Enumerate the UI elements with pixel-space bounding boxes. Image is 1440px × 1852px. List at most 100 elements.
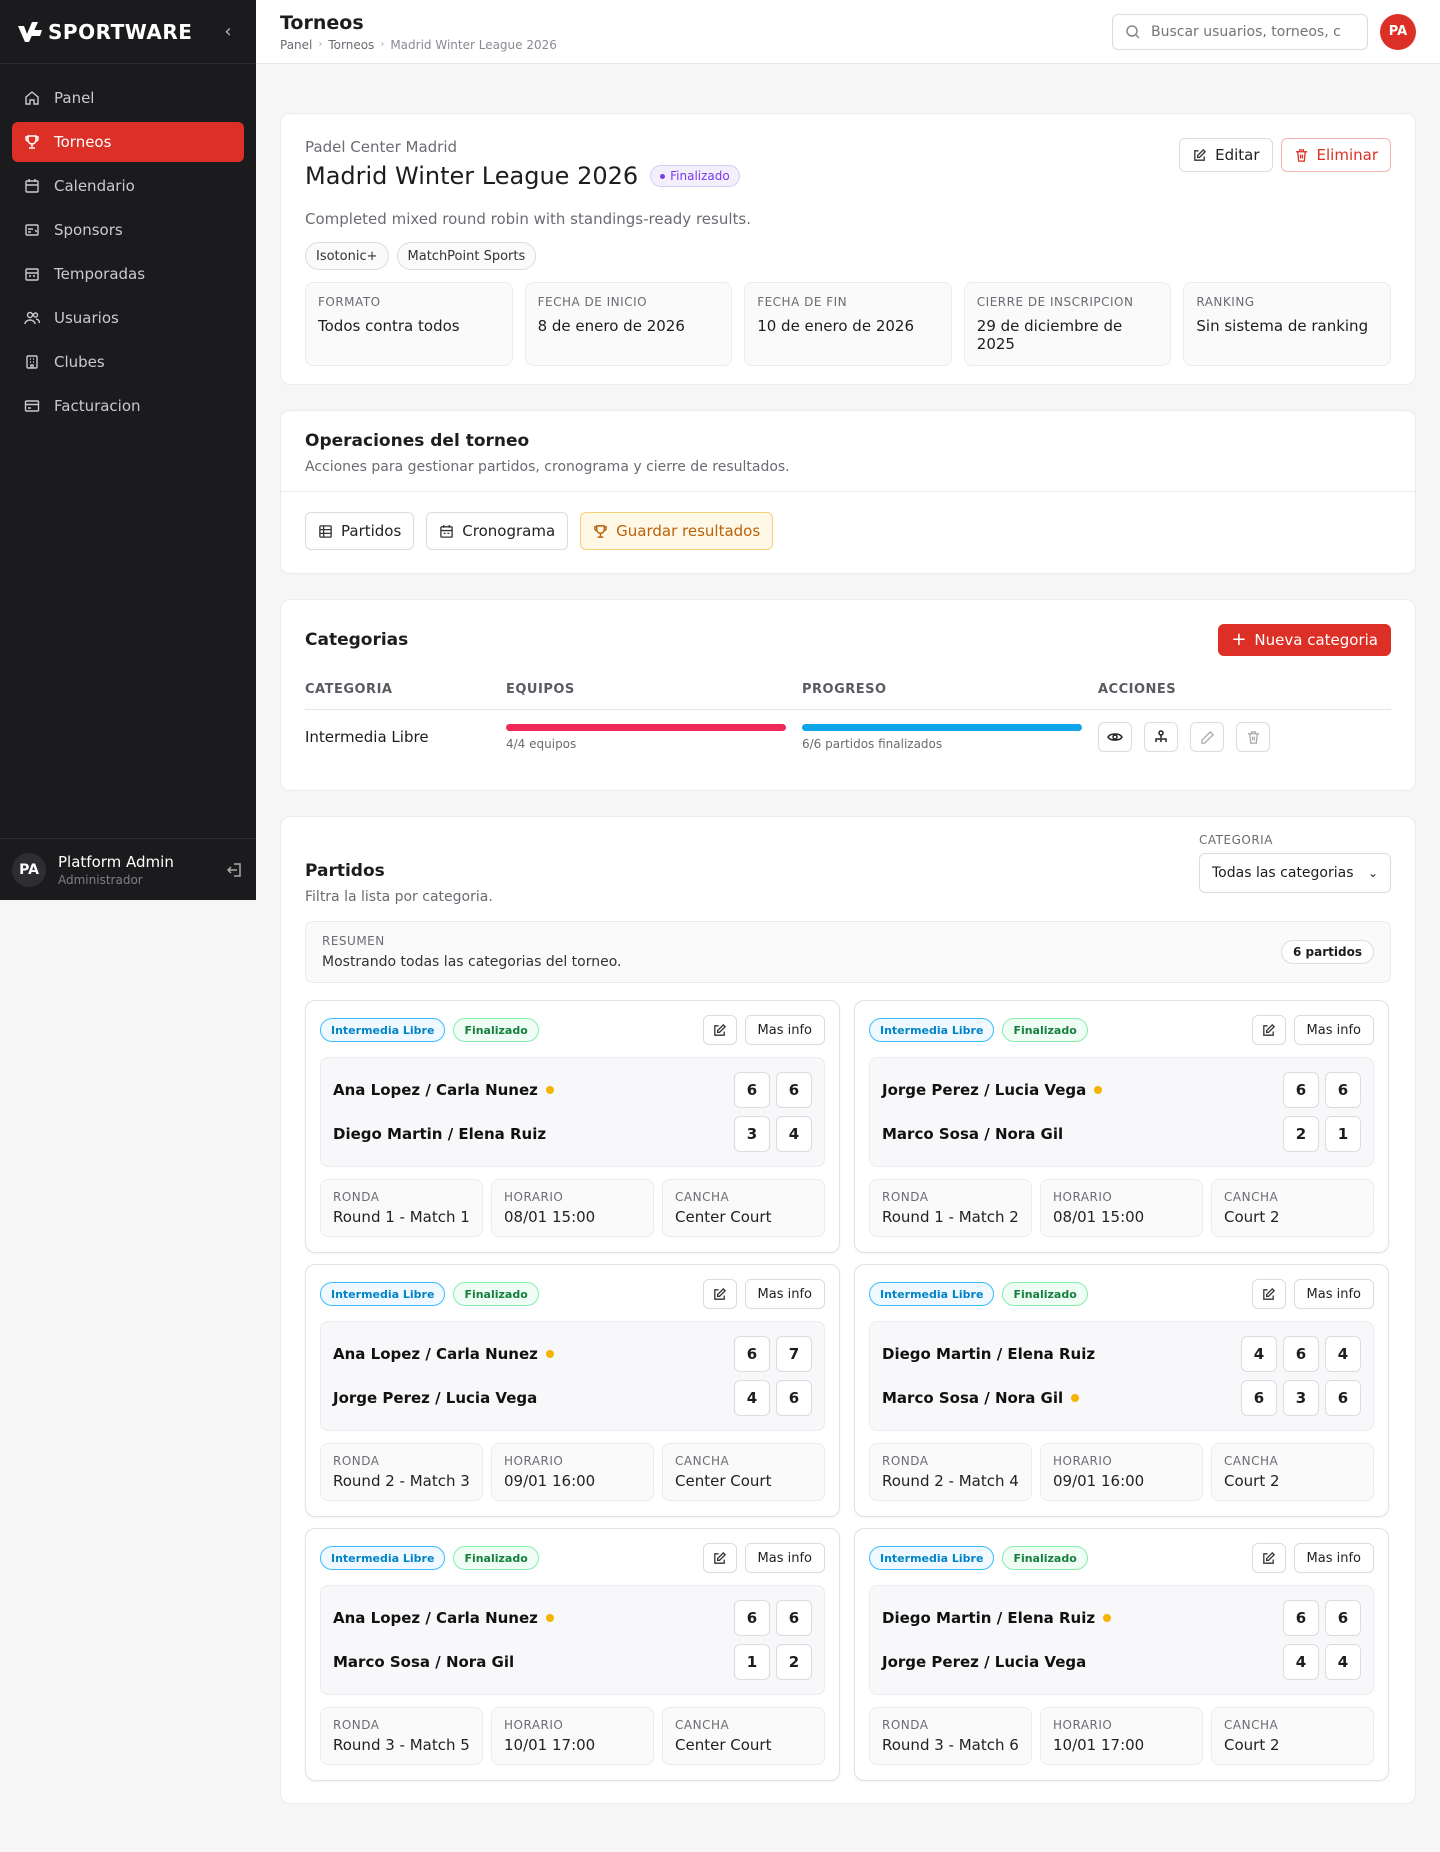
- sidebar-item-sponsors[interactable]: Sponsors: [12, 210, 244, 250]
- detail-label: RANKING: [1196, 295, 1255, 309]
- tournament-card: Padel Center Madrid Madrid Winter League…: [280, 113, 1416, 385]
- schedule-button[interactable]: Cronograma: [426, 512, 569, 550]
- more-info-button[interactable]: Mas info: [1293, 1015, 1374, 1045]
- logout-icon[interactable]: [226, 861, 244, 879]
- meta-label: HORARIO: [1053, 1190, 1113, 1204]
- breadcrumb-item[interactable]: Panel: [280, 37, 313, 52]
- edit-match-button[interactable]: [1251, 1279, 1286, 1309]
- edit-icon: [1263, 1023, 1276, 1036]
- more-info-label: Mas info: [1306, 1022, 1361, 1038]
- user-name: Platform Admin: [58, 852, 174, 871]
- more-info-button[interactable]: Mas info: [744, 1543, 825, 1573]
- match-meta: RONDA Round 2 - Match 3 HORARIO 09/01 16:0…: [320, 1443, 825, 1501]
- breadcrumb-item[interactable]: Torneos: [328, 37, 375, 52]
- edit-icon: [1263, 1287, 1276, 1300]
- detail-value: 10 de enero de 2026: [757, 317, 914, 335]
- sidebar-item-torneos[interactable]: Torneos: [12, 122, 244, 162]
- detail-label: FECHA DE INICIO: [537, 295, 648, 309]
- edit-category-button[interactable]: [1190, 722, 1224, 752]
- calendar-icon: [25, 179, 39, 193]
- team-name: Diego Martin / Elena Ruiz: [333, 1125, 547, 1143]
- match-meta: RONDA Round 3 - Match 5 HORARIO 10/01 17:0…: [320, 1707, 825, 1765]
- billing-icon: [24, 400, 40, 412]
- round-value: Round 1 - Match 2: [882, 1208, 1019, 1226]
- sidebar-item-temporadas[interactable]: Temporadas: [12, 254, 244, 294]
- category-tag: Intermedia Libre: [320, 1282, 446, 1306]
- more-info-button[interactable]: Mas info: [1293, 1279, 1374, 1309]
- user-avatar[interactable]: PA: [1380, 13, 1416, 50]
- set-score: 6: [1325, 1072, 1361, 1108]
- teams-text: 4/4 equipos: [506, 736, 577, 751]
- progress-track: [802, 723, 1082, 731]
- meta-label: RONDA: [333, 1718, 380, 1732]
- set-score: 2: [776, 1644, 812, 1680]
- sportware-logo-icon: [18, 21, 42, 42]
- sidebar-item-label: Torneos: [54, 133, 112, 151]
- more-info-button[interactable]: Mas info: [744, 1015, 825, 1045]
- match-card: Intermedia Libre Finalizado Mas info Die…: [854, 1528, 1389, 1781]
- sidebar-item-facturacion[interactable]: Facturacion: [12, 386, 244, 426]
- detail-end-date: FECHA DE FIN 10 de enero de 2026: [744, 282, 952, 366]
- matches-button[interactable]: Partidos: [305, 512, 415, 550]
- set-score: 6: [734, 1336, 770, 1372]
- round-value: Round 3 - Match 5: [333, 1736, 470, 1754]
- edit-button[interactable]: Editar: [1179, 138, 1273, 172]
- new-category-button[interactable]: + Nueva categoria: [1218, 624, 1391, 656]
- round-info: RONDA Round 3 - Match 6: [869, 1707, 1032, 1765]
- set-score: 2: [1283, 1116, 1319, 1152]
- edit-match-button[interactable]: [1251, 1015, 1286, 1045]
- edit-match-button[interactable]: [1251, 1543, 1286, 1573]
- detail-label: FECHA DE FIN: [757, 295, 848, 309]
- edit-match-button[interactable]: [702, 1279, 737, 1309]
- save-results-label: Guardar resultados: [616, 522, 761, 540]
- search-input[interactable]: [1151, 23, 1341, 40]
- delete-category-button[interactable]: [1236, 722, 1270, 752]
- category-select[interactable]: Todas las categorias ⌄: [1199, 853, 1391, 893]
- trash-icon: [1247, 730, 1259, 744]
- sponsor-icon: [25, 224, 39, 236]
- save-results-button[interactable]: Guardar resultados: [580, 512, 774, 550]
- time-info: HORARIO 10/01 17:00: [491, 1707, 654, 1765]
- collapse-sidebar-icon[interactable]: ‹: [224, 21, 232, 42]
- categories-card: Categorias + Nueva categoria CATEGORIA E…: [280, 599, 1416, 791]
- delete-button[interactable]: Eliminar: [1280, 138, 1391, 172]
- set-score: 6: [1283, 1336, 1319, 1372]
- edit-match-button[interactable]: [702, 1015, 737, 1045]
- sidebar-item-panel[interactable]: Panel: [12, 78, 244, 118]
- set-score: 6: [1283, 1072, 1319, 1108]
- edit-match-button[interactable]: [702, 1543, 737, 1573]
- more-info-button[interactable]: Mas info: [1293, 1543, 1374, 1573]
- set-score: 7: [776, 1336, 812, 1372]
- court-value: Court 2: [1224, 1736, 1280, 1754]
- team-name: Diego Martin / Elena Ruiz: [882, 1345, 1096, 1363]
- sidebar-item-calendario[interactable]: Calendario: [12, 166, 244, 206]
- category-tag: Intermedia Libre: [869, 1018, 995, 1042]
- new-category-label: Nueva categoria: [1254, 631, 1378, 649]
- status-tag: Finalizado: [453, 1546, 539, 1570]
- trophy-icon: [594, 524, 607, 538]
- sidebar-item-usuarios[interactable]: Usuarios: [12, 298, 244, 338]
- sidebar-item-clubes[interactable]: Clubes: [12, 342, 244, 382]
- bracket-icon: [1155, 730, 1167, 742]
- team-name: Marco Sosa / Nora Gil: [882, 1389, 1064, 1407]
- teams-progress-bar: [506, 723, 786, 731]
- category-tag: Intermedia Libre: [869, 1282, 995, 1306]
- categories-table-header: CATEGORIA EQUIPOS PROGRESO ACCIONES: [305, 682, 1391, 710]
- summary-text: Mostrando todas las categorias del torne…: [322, 954, 622, 970]
- meta-label: CANCHA: [1224, 1718, 1279, 1732]
- bracket-button[interactable]: [1144, 722, 1178, 752]
- sidebar-item-label: Temporadas: [54, 265, 146, 283]
- set-score: 6: [734, 1072, 770, 1108]
- round-info: RONDA Round 2 - Match 4: [869, 1443, 1032, 1501]
- brand-logo[interactable]: SPORTWARE: [16, 20, 192, 44]
- more-info-button[interactable]: Mas info: [744, 1279, 825, 1309]
- view-button[interactable]: [1098, 722, 1132, 752]
